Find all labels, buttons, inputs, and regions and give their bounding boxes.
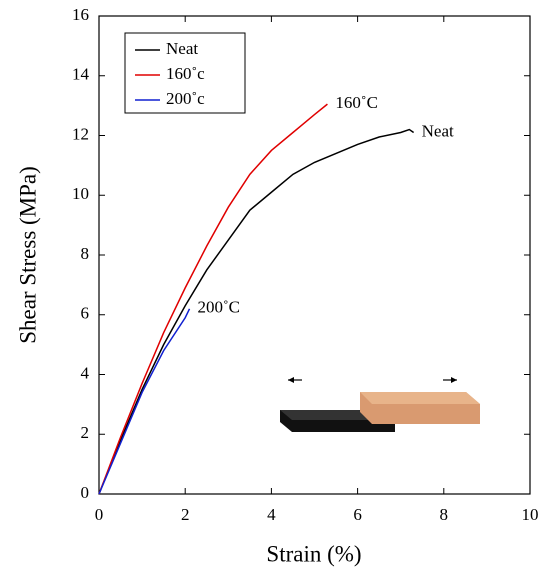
data-line (98, 308, 191, 495)
wood-block-top (360, 392, 480, 404)
y-tick-label: 2 (81, 423, 90, 442)
end-label: 200˚C (198, 298, 241, 317)
y-tick-label: 16 (72, 5, 89, 24)
end-label: Neat (422, 121, 454, 140)
x-tick-label: 0 (95, 505, 104, 524)
y-tick-label: 12 (72, 124, 89, 143)
end-label: 160˚C (335, 93, 378, 112)
y-tick-label: 14 (72, 65, 90, 84)
x-tick-label: 8 (440, 505, 449, 524)
y-tick-label: 10 (72, 184, 89, 203)
data-line (98, 103, 328, 495)
x-axis-label: Strain (%) (266, 541, 361, 566)
x-tick-label: 6 (353, 505, 362, 524)
legend-label: Neat (166, 39, 198, 58)
legend-label: 200˚c (166, 89, 205, 108)
arrow-right-head (451, 377, 457, 383)
x-tick-label: 2 (181, 505, 190, 524)
inset-illustration (280, 377, 480, 432)
x-tick-label: 4 (267, 505, 276, 524)
y-tick-label: 4 (81, 363, 90, 382)
y-tick-label: 8 (81, 244, 90, 263)
arrow-left-head (288, 377, 294, 383)
data-line (98, 128, 415, 495)
x-tick-label: 10 (522, 505, 539, 524)
y-tick-label: 0 (81, 483, 90, 502)
y-tick-label: 6 (81, 304, 90, 323)
y-axis-label: Shear Stress (MPa) (15, 166, 40, 344)
legend-label: 160˚c (166, 64, 205, 83)
